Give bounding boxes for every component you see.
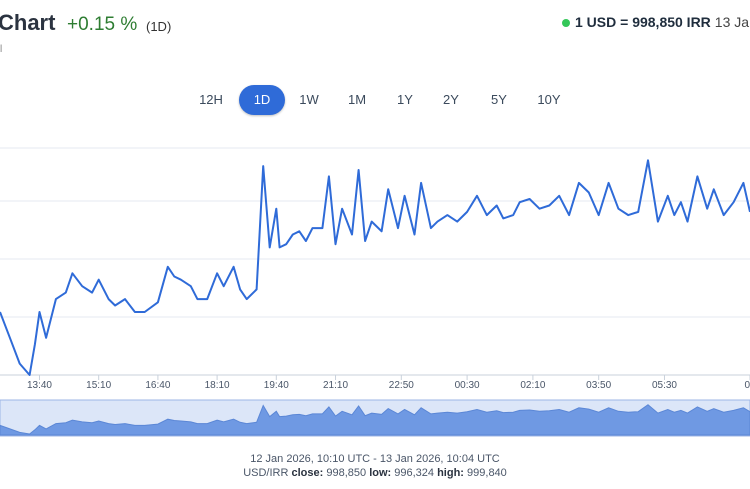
tab-1m[interactable]: 1M xyxy=(347,92,367,107)
tab-1w[interactable]: 1W xyxy=(299,92,319,107)
low-label: low: xyxy=(369,467,392,479)
period-label: (1D) xyxy=(146,19,172,34)
tab-2y[interactable]: 2Y xyxy=(443,92,459,107)
date-range: 12 Jan 2026, 10:10 UTC - 13 Jan 2026, 10… xyxy=(250,453,500,465)
tab-1y[interactable]: 1Y xyxy=(397,92,413,107)
x-tick-label: 15:10 xyxy=(86,380,111,391)
x-tick-label: 03:50 xyxy=(586,380,611,391)
live-status-dot xyxy=(562,19,570,28)
x-axis-ticks: 13:40 15:10 16:40 18:10 19:40 21:10 22:50 00:30… xyxy=(27,375,750,391)
x-tick-label: 19:40 xyxy=(264,380,289,391)
chart-grid xyxy=(0,147,750,376)
close-label: close: xyxy=(291,467,324,479)
tab-5y[interactable]: 5Y xyxy=(491,92,507,107)
pair-label: USD/IRR xyxy=(243,467,289,479)
navigator-area xyxy=(0,404,750,436)
change-percent: +0.15 % xyxy=(67,14,138,35)
x-tick-label: 00:30 xyxy=(455,380,480,391)
x-tick-label: 13:40 xyxy=(27,380,52,391)
high-value: 999,840 xyxy=(467,467,507,479)
chart-title: Chart xyxy=(0,10,56,35)
x-tick-label: 18:10 xyxy=(205,380,230,391)
price-line xyxy=(0,159,750,376)
close-value: 998,850 xyxy=(326,467,367,479)
x-tick-label: 05:30 xyxy=(652,380,677,391)
high-label: high: xyxy=(437,467,464,479)
tab-1d[interactable]: 1D xyxy=(239,85,285,115)
x-tick-label: 07 xyxy=(744,380,750,391)
subtitle-fragment: l xyxy=(0,44,3,55)
x-tick-label: 16:40 xyxy=(145,380,170,391)
x-tick-label: 02:10 xyxy=(520,380,545,391)
navigator-background xyxy=(0,399,750,437)
timeframe-tabs: 12H 1D 1W 1M 1Y 2Y 5Y 10Y xyxy=(0,85,750,115)
rate-display: 1 USD = 998,850 IRR 13 Ja xyxy=(562,14,749,30)
tab-10y[interactable]: 10Y xyxy=(537,92,561,107)
rate-date: 13 Ja xyxy=(714,14,750,30)
x-tick-label: 22:50 xyxy=(389,380,414,391)
tab-12h[interactable]: 12H xyxy=(199,92,223,107)
low-value: 996,324 xyxy=(394,467,435,479)
ohlc-summary: USD/IRR close: 998,850 low: 996,324 high… xyxy=(0,467,750,479)
x-tick-label: 21:10 xyxy=(323,380,348,391)
rate-value: 1 USD = 998,850 IRR xyxy=(575,14,711,30)
